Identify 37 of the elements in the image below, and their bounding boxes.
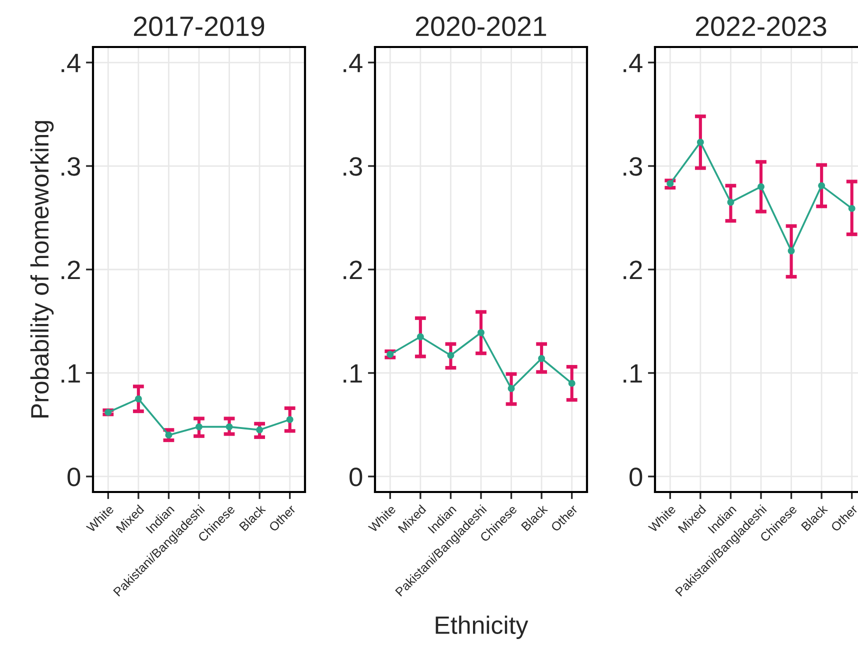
y-tick-label: .4 — [62, 54, 80, 72]
point — [447, 352, 454, 359]
point — [286, 416, 294, 424]
point — [788, 247, 795, 254]
point — [416, 333, 424, 340]
y-tick-label: 0 — [630, 468, 642, 486]
y-tick-label: .1 — [344, 364, 362, 383]
point — [696, 138, 704, 146]
y-tick-label: .2 — [344, 260, 362, 280]
point — [568, 380, 576, 387]
point — [478, 329, 484, 336]
point — [848, 204, 856, 212]
point — [196, 423, 202, 430]
y-tick-label: .4 — [624, 54, 642, 72]
point — [727, 198, 734, 206]
y-tick-label: .1 — [62, 364, 80, 383]
chart-title: 2017-2019 — [134, 16, 264, 36]
point — [538, 355, 546, 362]
chart-title: 2022-2023 — [696, 16, 826, 36]
y-tick-label: .3 — [344, 157, 362, 176]
point — [818, 182, 826, 190]
x-axis-title: Ethnicity — [436, 616, 528, 639]
y-tick-label: .2 — [62, 260, 80, 280]
y-tick-label: .3 — [624, 157, 642, 176]
y-tick-label: 0 — [350, 468, 362, 486]
y-tick-label: .2 — [624, 260, 642, 280]
y-tick-label: .4 — [344, 54, 362, 72]
point — [758, 183, 764, 190]
y-axis-title: Probability of homeworking — [30, 121, 54, 418]
y-tick-label: 0 — [68, 468, 80, 486]
point — [226, 423, 233, 430]
point — [508, 385, 515, 392]
point — [256, 426, 264, 434]
chart-title: 2020-2021 — [416, 16, 546, 36]
point — [134, 395, 142, 402]
y-tick-label: .3 — [62, 157, 80, 176]
y-tick-label: .1 — [624, 364, 642, 383]
